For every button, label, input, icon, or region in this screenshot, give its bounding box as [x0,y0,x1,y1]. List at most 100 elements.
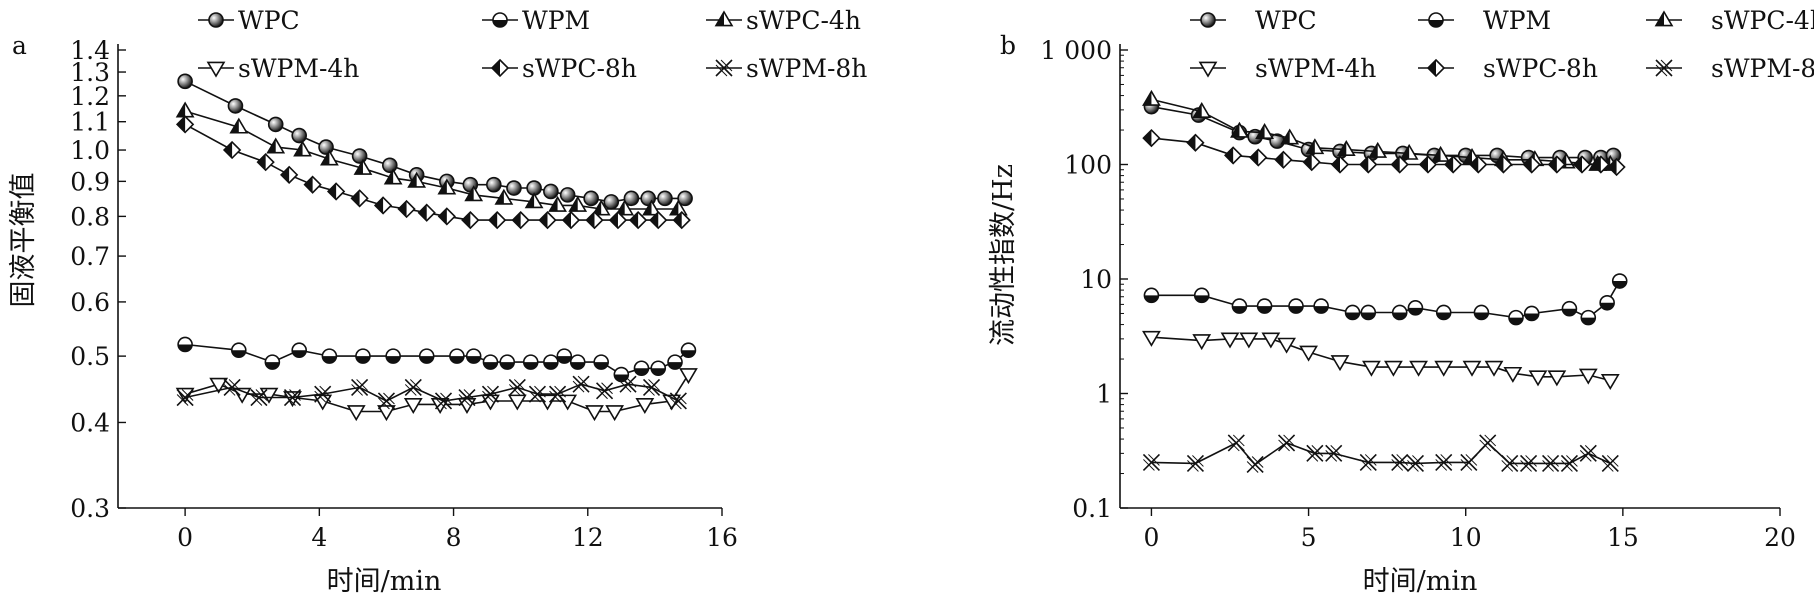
y-tick-label-b-1: 1 [1096,380,1112,409]
y-axis-title-b: 流动性指数/Hz [988,164,1019,346]
legend-item-a-wpc: WPC [198,6,300,35]
data-point-b-wpm-9 [1407,300,1424,316]
x-tick-label-a-1: 4 [311,523,327,552]
legend-item-a-wpm: WPM [482,6,590,35]
data-point-a-swpc-4h-15 [615,199,635,216]
data-point-a-swpc-8h-5 [326,182,346,201]
data-point-a-swpc-8h-8 [397,199,416,219]
data-point-a-swpm-8h-0 [176,388,194,407]
data-point-a-wpc-19 [657,190,673,207]
series-line-b-wpm [1151,280,1621,319]
y-tick-label-a-9: 1.2 [70,82,110,111]
data-point-b-swpc-8h-7 [1359,155,1378,174]
legend-marker-b-swpc-4h [1654,10,1674,27]
data-point-a-swpc-8h-2 [256,153,275,172]
data-point-b-swpm-4h-11 [1434,360,1454,377]
data-point-a-wpc-10 [486,176,502,193]
y-tick-label-b-0: 0.1 [1072,494,1112,523]
data-point-a-swpc-4h-11 [524,192,544,209]
data-point-b-swpm-8h-3 [1246,455,1264,474]
data-point-a-wpc-15 [583,190,599,207]
data-point-a-wpc-3 [291,127,308,144]
data-point-b-swpc-8h-2 [1224,146,1243,165]
data-point-b-swpc-4h-6 [1336,139,1356,156]
legend-marker-b-swpm-4h [1198,61,1218,78]
plot-area-a: 0.3 0.4 0.5 0.6 0.7 0.8 0.91.01.11.21.31.4 0 4 8 1… [70,36,738,552]
data-point-a-swpc-4h-9 [464,185,484,202]
data-point-b-swpc-4h-3 [1255,123,1274,139]
data-point-b-swpc-4h-1 [1192,101,1212,118]
data-point-a-swpm-4h-10 [457,398,477,415]
legend-marker-b-wpc [1200,12,1216,28]
data-point-a-swpm-8h-4 [314,385,332,403]
data-point-b-swpm-4h-13 [1484,360,1504,377]
legend-item-b-swpm-8h: sWPM-8h [1646,54,1814,83]
data-point-b-swpm-8h-8 [1391,453,1409,472]
legend-item-a-swpm-4h: sWPM-4h [198,54,359,83]
data-point-a-swpm-4h-1 [209,377,229,394]
data-point-a-swpc-4h-6 [383,168,403,185]
data-point-b-wpm-4 [1288,298,1304,314]
legend-label-a-wpc: WPC [238,6,300,35]
data-point-a-wpm-5 [355,348,371,364]
data-point-b-swpc-8h-9 [1418,155,1438,174]
legend-a: WPC WPM sWPC-4h sWPM-4h sWPC-8h sWPM-8h [198,6,867,83]
data-point-a-wpc-17 [623,190,640,207]
data-point-b-swpm-4h-14 [1503,366,1523,383]
data-point-b-swpc-8h-8 [1390,155,1409,174]
legend-label-b-swpc-8h: sWPC-8h [1483,54,1598,83]
data-point-a-wpm-20 [667,354,683,370]
data-point-a-swpc-8h-7 [373,196,393,215]
legend-marker-a-wpm [492,12,508,28]
plot-area-b: 0.1 1 10 100 1 000 0 5 10 15 20 [1040,36,1795,552]
data-point-b-wpm-16 [1599,294,1615,311]
data-point-b-swpm-4h-5 [1277,337,1296,354]
legend-marker-a-swpm-8h [715,59,733,77]
data-point-b-swpm-4h-16 [1547,370,1567,387]
data-point-b-wpm-5 [1313,298,1329,314]
series-line-a-wpm [185,343,689,376]
data-point-b-swpm-4h-15 [1528,370,1548,387]
data-point-b-swpc-4h-7 [1368,141,1388,158]
data-point-b-swpm-8h-18 [1601,454,1619,473]
y-tick-label-a-8: 1.1 [70,108,110,137]
y-tick-label-a-11: 1.4 [70,36,110,65]
data-point-a-swpc-4h-12 [548,195,567,212]
data-point-a-swpm-4h-19 [679,368,698,385]
data-point-a-swpc-8h-11 [461,210,480,230]
data-point-a-wpm-9 [465,348,482,364]
data-point-a-swpm-8h-12 [528,385,547,403]
data-point-b-swpm-4h-6 [1299,345,1318,362]
data-point-b-swpm-4h-18 [1600,374,1620,391]
legend-item-b-wpc: WPC [1190,6,1317,35]
legend-label-a-swpm-8h: sWPM-8h [746,54,867,83]
legend-label-b-swpm-4h: sWPM-4h [1255,54,1376,83]
data-point-a-wpm-12 [522,354,539,370]
data-point-b-swpm-4h-1 [1192,334,1212,351]
data-point-b-swpm-8h-5 [1306,444,1324,462]
legend-label-b-swpm-8h: sWPM-8h [1711,54,1814,83]
legend-label-b-wpc: WPC [1255,6,1317,35]
chart-panel-b: b WPC WPM sWPC-4h sWPM-4h sWPC-8h sWPM-8h 0.1… [988,6,1814,597]
data-point-a-swpc-4h-2 [266,137,286,154]
y-tick-label-a-6: 0.9 [70,167,110,196]
data-point-a-wpm-0 [177,336,193,353]
data-point-a-swpm-4h-7 [377,405,396,422]
data-point-a-swpm-4h-16 [605,405,625,422]
legend-label-a-swpm-4h: sWPM-4h [238,54,359,83]
data-point-b-swpc-8h-11 [1469,155,1488,174]
data-point-a-swpc-4h-0 [175,101,195,118]
y-tick-label-a-1: 0.4 [70,408,110,437]
legend-item-a-swpm-8h: sWPM-8h [706,54,867,83]
legend-marker-b-swpc-8h [1426,58,1446,78]
data-point-b-swpm-4h-17 [1578,368,1598,385]
data-point-a-swpm-8h-7 [404,378,422,397]
data-point-b-swpm-4h-0 [1142,330,1161,347]
data-point-b-swpm-8h-9 [1406,454,1424,473]
data-point-a-swpc-4h-1 [229,117,249,134]
x-tick-label-a-2: 8 [446,523,462,552]
data-point-a-swpc-8h-3 [280,165,299,184]
data-point-a-swpm-8h-11 [508,378,526,397]
data-point-b-wpm-2 [1231,298,1248,314]
data-point-a-wpc-6 [381,157,398,174]
